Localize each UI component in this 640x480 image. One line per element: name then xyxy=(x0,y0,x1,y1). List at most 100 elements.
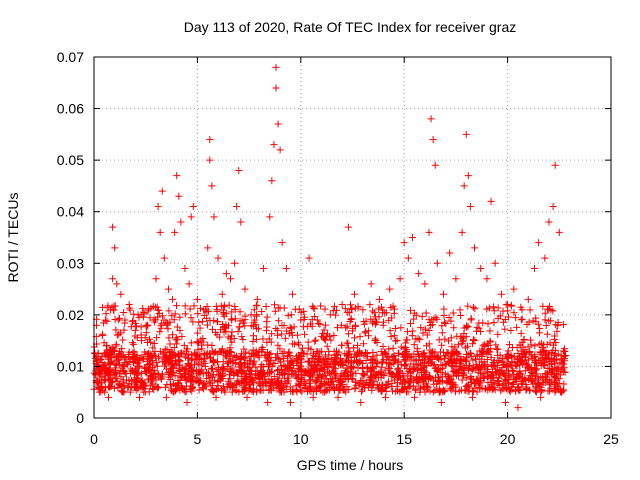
data-point xyxy=(309,349,317,357)
data-point xyxy=(440,312,448,320)
data-point xyxy=(385,369,393,377)
data-point xyxy=(414,334,422,342)
y-tick-label: 0 xyxy=(76,410,84,426)
data-point xyxy=(217,302,225,310)
data-point xyxy=(130,358,138,366)
data-point xyxy=(368,319,376,327)
data-point xyxy=(370,377,378,385)
data-point xyxy=(276,345,284,353)
data-point xyxy=(249,346,257,354)
data-point xyxy=(208,325,216,333)
data-point xyxy=(245,357,253,365)
data-point xyxy=(258,371,266,379)
data-point xyxy=(312,388,320,396)
data-point xyxy=(440,386,448,394)
data-point xyxy=(450,324,458,332)
data-point xyxy=(529,378,537,386)
data-point xyxy=(354,364,362,372)
data-point xyxy=(356,333,364,341)
data-point xyxy=(140,380,148,388)
data-point xyxy=(421,370,429,378)
data-point xyxy=(245,381,253,389)
data-point xyxy=(107,306,115,314)
data-point xyxy=(406,378,414,386)
data-point xyxy=(448,355,456,363)
data-point xyxy=(494,377,502,385)
data-point xyxy=(310,304,318,312)
data-point xyxy=(102,310,110,318)
data-point xyxy=(549,203,557,211)
data-point xyxy=(183,345,191,353)
data-point xyxy=(394,359,402,367)
data-point xyxy=(322,387,330,395)
data-point xyxy=(156,328,164,336)
data-point xyxy=(426,319,434,327)
data-point xyxy=(484,365,492,373)
data-point xyxy=(228,316,236,324)
data-point xyxy=(537,393,545,401)
data-point xyxy=(410,382,418,390)
data-point xyxy=(313,347,321,355)
data-point xyxy=(235,323,243,331)
data-point xyxy=(429,136,437,144)
data-point xyxy=(134,368,142,376)
data-point xyxy=(170,388,178,396)
data-point xyxy=(535,329,543,337)
data-point xyxy=(437,399,445,407)
data-point xyxy=(459,338,467,346)
data-point xyxy=(233,203,241,211)
data-point xyxy=(339,386,347,394)
data-point xyxy=(215,347,223,355)
data-point xyxy=(403,328,411,336)
data-point xyxy=(500,369,508,377)
data-point xyxy=(203,375,211,383)
data-point xyxy=(338,301,346,309)
data-point xyxy=(560,380,568,388)
data-point xyxy=(153,362,161,370)
data-point xyxy=(154,313,162,321)
data-point xyxy=(195,318,203,326)
data-point xyxy=(203,321,211,329)
data-point xyxy=(169,331,177,339)
data-point xyxy=(173,340,181,348)
data-point xyxy=(539,348,547,356)
data-point xyxy=(210,371,218,379)
data-point xyxy=(141,334,149,342)
data-point xyxy=(170,316,178,324)
data-point xyxy=(135,363,143,371)
data-point xyxy=(295,341,303,349)
data-point xyxy=(113,280,121,288)
data-point xyxy=(241,367,249,375)
data-point xyxy=(208,182,216,190)
data-point xyxy=(417,324,425,332)
data-point xyxy=(298,376,306,384)
data-point xyxy=(517,329,525,337)
data-point xyxy=(272,354,280,362)
y-tick-label: 0.06 xyxy=(57,101,84,117)
data-point xyxy=(536,349,544,357)
data-point xyxy=(112,340,120,348)
data-point xyxy=(214,382,222,390)
data-point xyxy=(347,364,355,372)
data-point xyxy=(455,366,463,374)
data-point xyxy=(414,347,422,355)
data-point xyxy=(543,341,551,349)
data-point xyxy=(523,385,531,393)
data-point xyxy=(146,354,154,362)
data-point xyxy=(161,360,169,368)
data-point xyxy=(421,352,429,360)
data-point xyxy=(155,354,163,362)
data-point xyxy=(295,381,303,389)
data-point xyxy=(286,383,294,391)
data-point xyxy=(102,384,110,392)
data-point xyxy=(493,359,501,367)
data-point xyxy=(228,338,236,346)
data-point xyxy=(243,373,251,381)
data-point xyxy=(486,348,494,356)
data-point xyxy=(250,332,258,340)
data-point xyxy=(135,313,143,321)
data-point xyxy=(503,384,511,392)
data-point xyxy=(121,316,129,324)
data-point xyxy=(284,352,292,360)
data-point xyxy=(294,364,302,372)
